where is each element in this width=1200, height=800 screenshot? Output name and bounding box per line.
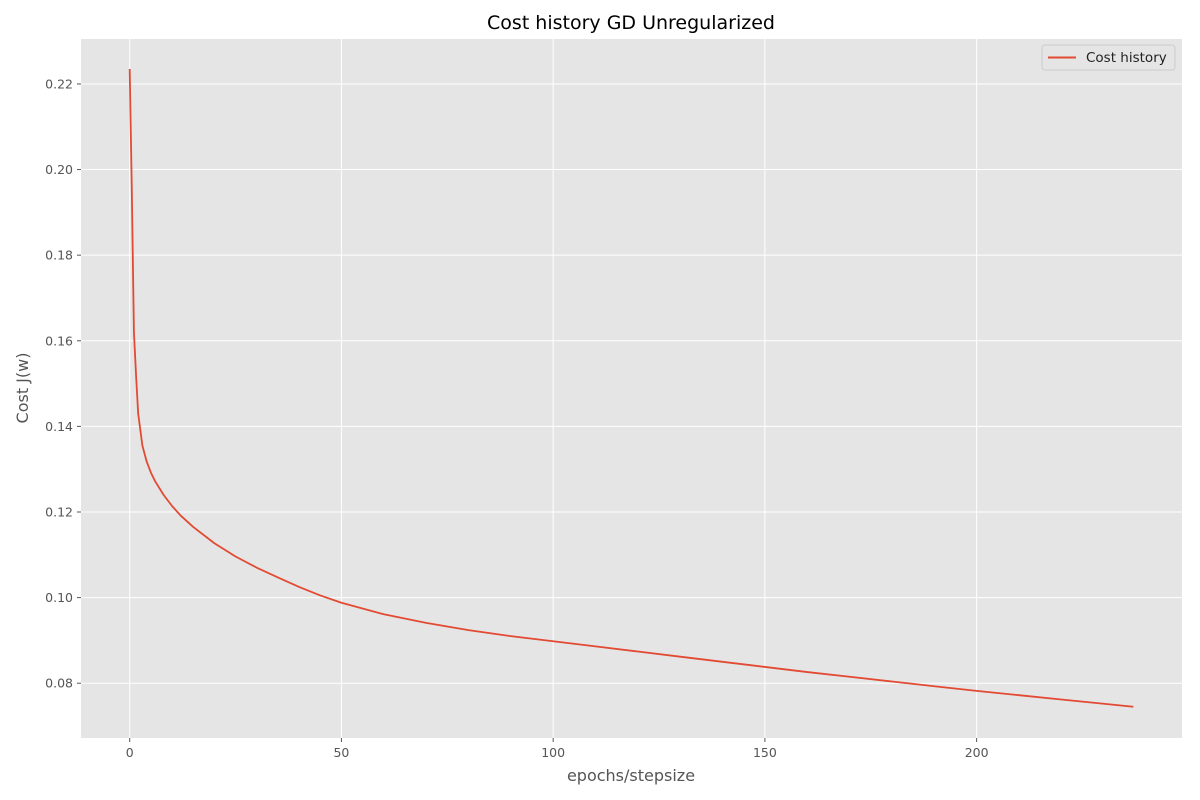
y-axis-label: Cost J(w) <box>13 353 32 424</box>
x-axis-ticks: 0 50 100 150 200 <box>126 738 989 760</box>
x-tick-label: 50 <box>333 745 349 760</box>
x-axis-label: epochs/stepsize <box>567 766 695 785</box>
y-tick-label: 0.12 <box>45 504 73 519</box>
y-tick-label: 0.16 <box>45 333 73 348</box>
y-axis-ticks: 0.08 0.10 0.12 0.14 0.16 0.18 0.20 0.22 <box>45 76 81 691</box>
y-tick-label: 0.08 <box>45 676 73 691</box>
legend-label: Cost history <box>1086 50 1167 66</box>
x-tick-label: 100 <box>541 745 565 760</box>
y-tick-label: 0.18 <box>45 248 73 263</box>
chart-title: Cost history GD Unregularized <box>487 12 775 34</box>
y-tick-label: 0.22 <box>45 76 73 91</box>
y-tick-label: 0.20 <box>45 162 73 177</box>
series-group <box>128 68 1134 708</box>
y-tick-label: 0.10 <box>45 590 73 605</box>
y-tick-label: 0.14 <box>45 419 73 434</box>
legend-box <box>1041 44 1176 71</box>
series-line-cost-history <box>128 68 1134 708</box>
x-tick-label: 200 <box>965 745 989 760</box>
plot-background <box>81 39 1182 738</box>
x-tick-label: 0 <box>126 745 134 760</box>
x-tick-label: 150 <box>753 745 777 760</box>
legend: Cost history <box>1041 44 1176 71</box>
grid-lines <box>81 39 1182 738</box>
